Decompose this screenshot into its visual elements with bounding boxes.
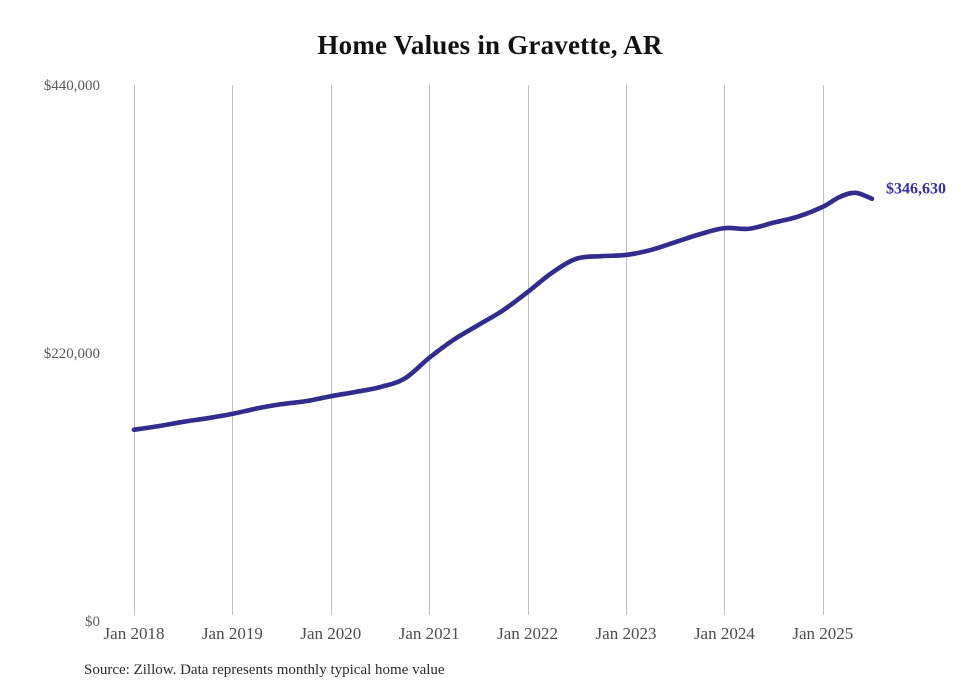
gridlines-group — [134, 85, 824, 615]
x-axis-tick-labels: Jan 2018 Jan 2019 Jan 2020 Jan 2021 Jan 2022… — [104, 624, 854, 643]
y-tick-label: $440,000 — [44, 78, 100, 94]
x-tick-label: Jan 2022 — [497, 624, 558, 643]
x-tick-label: Jan 2025 — [792, 624, 853, 643]
y-axis-tick-labels: $0 $220,000 $440,000 — [44, 78, 100, 630]
x-tick-label: Jan 2024 — [694, 624, 755, 643]
home-value-line — [131, 190, 875, 433]
y-tick-label: $220,000 — [44, 346, 100, 362]
y-tick-label: $0 — [85, 614, 100, 630]
x-tick-label: Jan 2021 — [399, 624, 460, 643]
endpoint-value-label: $346,630 — [886, 181, 946, 198]
x-tick-label: Jan 2020 — [300, 624, 361, 643]
chart-source-note: Source: Zillow. Data represents monthly … — [84, 662, 445, 678]
x-tick-label: Jan 2019 — [202, 624, 263, 643]
chart-title: Home Values in Gravette, AR — [317, 30, 663, 60]
x-tick-label: Jan 2023 — [596, 624, 657, 643]
x-tick-label: Jan 2018 — [104, 624, 165, 643]
